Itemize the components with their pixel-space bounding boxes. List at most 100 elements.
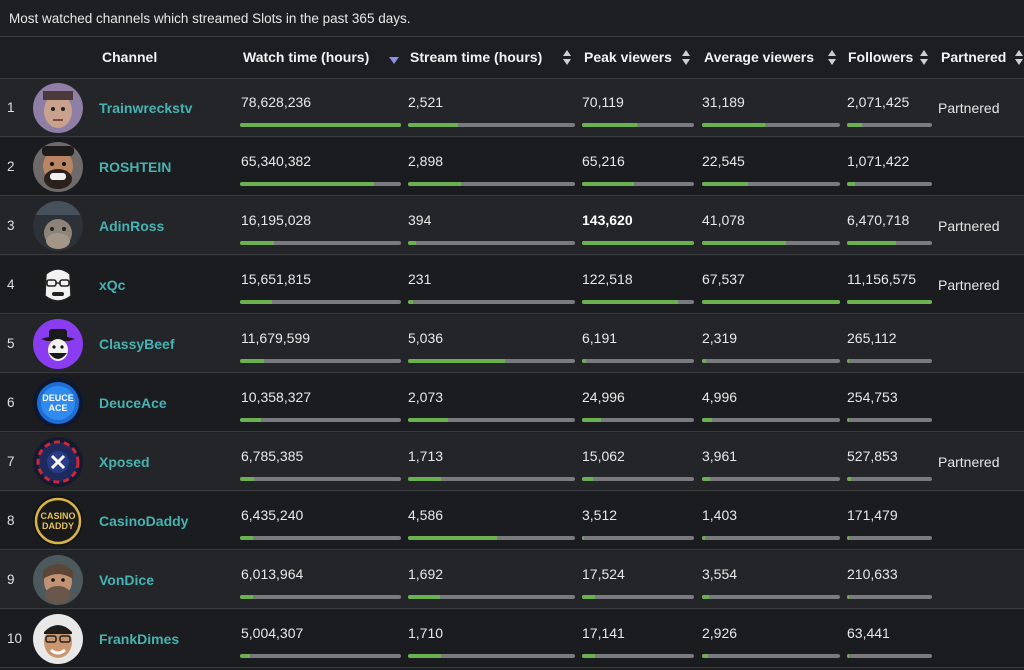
rank-number: 8 xyxy=(7,513,15,528)
column-header-partnered[interactable]: Partnered xyxy=(941,49,1007,65)
bar-fill xyxy=(582,123,637,127)
bar-fill xyxy=(408,477,441,481)
rank-number: 7 xyxy=(7,454,15,469)
rank-number: 6 xyxy=(7,395,15,410)
sort-icon[interactable] xyxy=(828,50,837,65)
peak-viewers-bar xyxy=(582,359,694,363)
average-viewers-value: 67,537 xyxy=(702,271,745,287)
column-header-peak-viewers[interactable]: Peak viewers xyxy=(584,49,672,65)
avatar-trainwreckstv[interactable] xyxy=(33,83,83,133)
rank-number: 4 xyxy=(7,277,15,292)
table-row[interactable]: 9 VonDice 6,013,964 1,692 17,524 3,554 210,633 xyxy=(0,551,1024,609)
stream-time-bar xyxy=(408,123,575,127)
bar-fill xyxy=(408,300,413,304)
channel-link[interactable]: ROSHTEIN xyxy=(99,159,172,175)
watch-time-bar xyxy=(240,241,401,245)
followers-value: 2,071,425 xyxy=(847,94,910,110)
watch-time-bar xyxy=(240,123,401,127)
bar-fill xyxy=(240,123,401,127)
column-header-stream-time[interactable]: Stream time (hours) xyxy=(410,49,543,65)
bar-fill xyxy=(408,536,497,540)
bar-fill xyxy=(240,300,272,304)
bar-fill xyxy=(582,300,678,304)
channel-link[interactable]: VonDice xyxy=(99,572,154,588)
watch-time-value: 6,013,964 xyxy=(241,566,304,582)
channel-link[interactable]: FrankDimes xyxy=(99,631,180,647)
watch-time-value: 15,651,815 xyxy=(241,271,312,287)
followers-bar xyxy=(847,654,932,658)
table-row[interactable]: 10 FrankDimes 5,004,307 1,710 17,141 2,926 63,… xyxy=(0,610,1024,668)
table-row[interactable]: 7 Xposed 6,785,385 1,713 15,062 3,961 527,853 P… xyxy=(0,433,1024,491)
peak-viewers-value: 65,216 xyxy=(582,153,625,169)
peak-viewers-value: 122,518 xyxy=(582,271,633,287)
bar-fill xyxy=(702,477,710,481)
bar-fill xyxy=(702,654,708,658)
table-row[interactable]: 4 xQc 15,651,815 231 122,518 67,537 11,156,575… xyxy=(0,256,1024,314)
stream-time-value: 1,710 xyxy=(408,625,444,641)
stream-time-value: 231 xyxy=(408,271,432,287)
partnered-label: Partnered xyxy=(938,100,1000,116)
table-row[interactable]: 8 CASINO DADDY CasinoDaddy 6,435,240 4,586 3,5… xyxy=(0,492,1024,550)
avatar-vondice[interactable] xyxy=(33,555,83,605)
sort-desc-active-icon[interactable] xyxy=(389,57,399,64)
followers-bar xyxy=(847,300,932,304)
bar-fill xyxy=(847,654,849,658)
table-row[interactable]: 5 ClassyBeef 11,679,599 5,036 6,191 2,319 265,… xyxy=(0,315,1024,373)
watch-time-value: 5,004,307 xyxy=(241,625,304,641)
stream-time-value: 5,036 xyxy=(408,330,444,346)
avatar-frankdimes[interactable] xyxy=(33,614,83,664)
rank-number: 3 xyxy=(7,218,15,233)
avatar-casinodaddy[interactable]: CASINO DADDY xyxy=(33,496,83,546)
partnered-label: Partnered xyxy=(938,218,1000,234)
table-row[interactable]: 2 ROSHTEIN 65,340,382 2,898 65,216 22,545 1,07… xyxy=(0,138,1024,196)
avatar-roshtein[interactable] xyxy=(33,142,83,192)
followers-value: 210,633 xyxy=(847,566,898,582)
channel-link[interactable]: Xposed xyxy=(99,454,150,470)
sort-icon[interactable] xyxy=(563,50,572,65)
column-header-watch-time[interactable]: Watch time (hours) xyxy=(243,49,370,65)
sort-icon[interactable] xyxy=(682,50,691,65)
avatar-xqc[interactable] xyxy=(33,260,83,310)
bar-fill xyxy=(847,418,849,422)
watch-time-bar xyxy=(240,359,401,363)
stream-time-value: 394 xyxy=(408,212,432,228)
table-row[interactable]: 1 Trainwreckstv 78,628,236 2,521 70,119 31,18… xyxy=(0,79,1024,137)
watch-time-value: 16,195,028 xyxy=(241,212,312,228)
stream-time-bar xyxy=(408,359,575,363)
avatar-deuceace[interactable]: DEUCE ACE xyxy=(33,378,83,428)
rank-number: 9 xyxy=(7,572,15,587)
bar-fill xyxy=(847,241,896,245)
bar-fill xyxy=(408,241,416,245)
stream-time-value: 1,713 xyxy=(408,448,444,464)
watch-time-value: 10,358,327 xyxy=(241,389,312,405)
bar-fill xyxy=(240,359,264,363)
bar-fill xyxy=(240,654,250,658)
channel-link[interactable]: Trainwreckstv xyxy=(99,100,193,116)
sort-icon[interactable] xyxy=(920,50,929,65)
average-viewers-value: 3,961 xyxy=(702,448,738,464)
column-header-channel[interactable]: Channel xyxy=(102,49,158,65)
column-header-average-viewers[interactable]: Average viewers xyxy=(704,49,814,65)
channel-link[interactable]: ClassyBeef xyxy=(99,336,175,352)
channel-link[interactable]: CasinoDaddy xyxy=(99,513,189,529)
avatar-adinross[interactable] xyxy=(33,201,83,251)
watch-time-bar xyxy=(240,182,401,186)
followers-bar xyxy=(847,182,932,186)
channel-link[interactable]: xQc xyxy=(99,277,126,293)
stream-time-value: 2,073 xyxy=(408,389,444,405)
stream-time-bar xyxy=(408,418,575,422)
avatar-xposed[interactable] xyxy=(33,437,83,487)
avatar-classybeef[interactable] xyxy=(33,319,83,369)
channel-link[interactable]: DeuceAce xyxy=(99,395,167,411)
sort-icon[interactable] xyxy=(1015,50,1024,65)
peak-viewers-value: 15,062 xyxy=(582,448,625,464)
table-row[interactable]: 3 AdinRoss 16,195,028 394 143,620 41,078 6,470… xyxy=(0,197,1024,255)
followers-value: 11,156,575 xyxy=(847,271,917,287)
table-row[interactable]: 6 DEUCE ACE DeuceAce 10,358,327 2,073 24,996 4,… xyxy=(0,374,1024,432)
svg-text:DEUCE: DEUCE xyxy=(42,393,74,403)
channel-link[interactable]: AdinRoss xyxy=(99,218,165,234)
column-header-followers[interactable]: Followers xyxy=(848,49,914,65)
average-viewers-bar xyxy=(702,418,840,422)
bar-fill xyxy=(408,595,440,599)
peak-viewers-bar xyxy=(582,241,694,245)
